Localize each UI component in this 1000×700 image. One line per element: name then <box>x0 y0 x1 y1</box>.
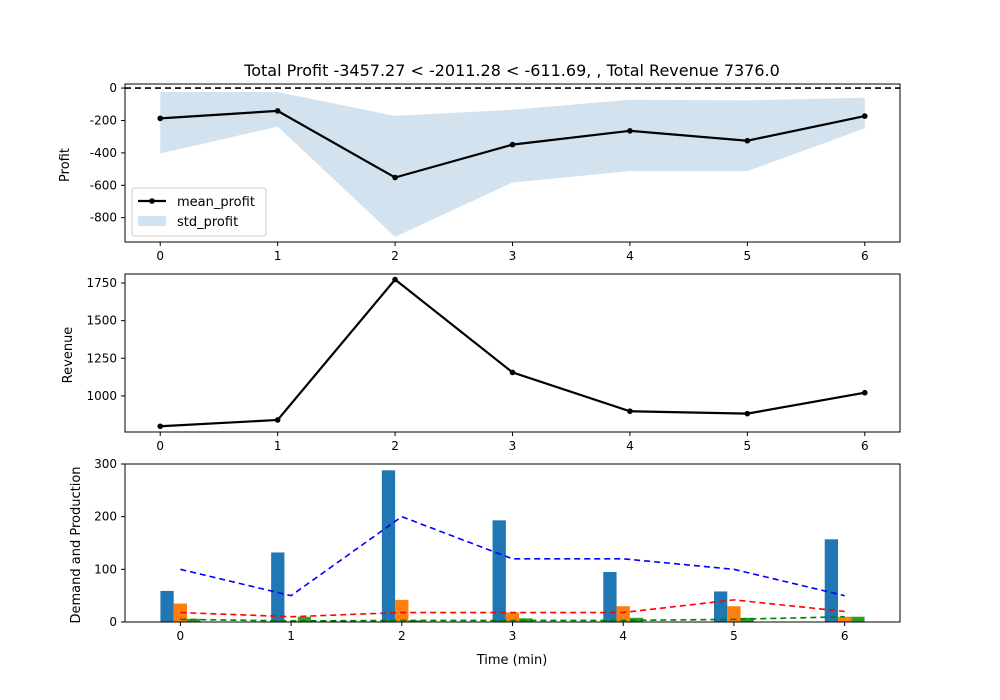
std-profit-band <box>160 92 865 237</box>
profit-x-tick-label: 0 <box>156 249 164 263</box>
figure-title: Total Profit -3457.27 < -2011.28 < -611.… <box>243 61 780 80</box>
profit-y-tick-label: -200 <box>90 113 117 127</box>
demand-dashed-line <box>180 615 845 622</box>
demand-lines <box>180 515 845 622</box>
production-bar <box>824 539 838 622</box>
revenue-point <box>392 276 398 283</box>
revenue-y-tick-label: 1250 <box>86 351 117 365</box>
production-bar <box>187 618 201 622</box>
mean-profit-point <box>509 141 516 148</box>
revenue-x-tick-label: 0 <box>156 439 164 453</box>
revenue-y-axis-label: Revenue <box>61 327 76 384</box>
revenue-x-tick-label: 1 <box>274 439 282 453</box>
production-bar <box>271 552 285 622</box>
demand-x-tick-label: 3 <box>509 629 517 643</box>
demand-x-ticks: 0 1 2 3 4 5 6 <box>177 622 849 643</box>
revenue-x-ticks: 0 1 2 3 4 5 6 <box>156 432 869 453</box>
production-bar <box>838 616 852 622</box>
profit-y-axis-label: Profit <box>58 148 73 182</box>
mean-profit-point <box>274 108 281 114</box>
demand-x-tick-label: 1 <box>287 629 295 643</box>
profit-x-tick-label: 2 <box>391 249 399 263</box>
demand-x-axis-label: Time (min) <box>476 653 548 668</box>
production-bar <box>629 617 644 622</box>
production-bar <box>740 617 754 622</box>
demand-dashed-line <box>180 515 845 597</box>
demand-y-axis-label: Demand and Production <box>69 466 84 623</box>
demand-x-tick-label: 4 <box>619 629 627 643</box>
profit-x-tick-label: 1 <box>274 249 282 263</box>
production-bar <box>297 616 311 622</box>
revenue-y-tick-label: 1750 <box>86 276 117 290</box>
demand-y-tick-label: 300 <box>94 457 117 471</box>
revenue-y-tick-label: 1500 <box>86 314 117 328</box>
profit-y-tick-label: 0 <box>109 81 117 95</box>
demand-x-tick-label: 2 <box>398 629 406 643</box>
mean-profit-point <box>392 174 398 181</box>
legend-mean-profit-marker <box>149 198 155 204</box>
revenue-point <box>157 423 164 430</box>
legend-label-std-profit: std_profit <box>177 215 238 230</box>
revenue-plot-frame <box>124 273 901 433</box>
profit-panel: 0 1 2 3 4 5 6 0 -200 -400 -600 -800 Profit mean_pr… <box>58 81 901 263</box>
demand-y-ticks: 0 100 200 300 <box>94 457 125 629</box>
revenue-point <box>509 369 516 376</box>
demand-y-tick-label: 200 <box>94 510 117 524</box>
demand-production-panel: 0 1 2 3 4 5 6 0 100 200 300 Demand and Production… <box>69 457 901 668</box>
demand-x-tick-label: 0 <box>177 629 185 643</box>
revenue-panel: 0 1 2 3 4 5 6 1000 1250 1500 1750 Revenue <box>61 273 901 453</box>
revenue-y-ticks: 1000 1250 1500 1750 <box>86 276 125 403</box>
mean-profit-point <box>744 137 751 144</box>
profit-x-tick-label: 5 <box>744 249 752 263</box>
revenue-point <box>274 417 281 423</box>
revenue-point <box>627 408 633 415</box>
production-bar <box>381 470 396 622</box>
mean-profit-point <box>157 115 164 122</box>
mean-profit-point <box>861 113 868 119</box>
profit-y-tick-label: -400 <box>90 146 117 160</box>
revenue-x-tick-label: 5 <box>744 439 752 453</box>
profit-y-tick-label: -800 <box>90 211 117 225</box>
production-bar <box>851 616 865 622</box>
mean-profit-point <box>627 128 633 134</box>
demand-plot-frame <box>124 463 901 623</box>
demand-x-tick-label: 6 <box>841 629 849 643</box>
revenue-series <box>157 276 868 430</box>
production-bar <box>603 571 617 622</box>
revenue-point <box>744 410 751 417</box>
profit-x-tick-label: 6 <box>861 249 869 263</box>
std-profit-area <box>160 92 865 237</box>
production-bars <box>160 470 865 622</box>
production-bar <box>616 606 630 622</box>
profit-x-tick-label: 3 <box>509 249 517 263</box>
profit-legend: mean_profit std_profit <box>131 187 267 237</box>
profit-x-ticks: 0 1 2 3 4 5 6 <box>156 242 869 263</box>
revenue-x-tick-label: 2 <box>391 439 399 453</box>
demand-dashed-line <box>180 599 845 618</box>
revenue-x-tick-label: 3 <box>509 439 517 453</box>
revenue-line <box>160 278 865 428</box>
production-bar <box>727 606 741 622</box>
production-bar <box>714 591 728 622</box>
production-bar <box>505 612 520 622</box>
revenue-point <box>861 389 868 396</box>
demand-y-tick-label: 0 <box>109 615 117 629</box>
profit-y-tick-label: -600 <box>90 178 117 192</box>
production-bar <box>160 590 174 622</box>
demand-x-tick-label: 5 <box>730 629 738 643</box>
demand-y-tick-label: 100 <box>94 562 117 576</box>
revenue-y-tick-label: 1000 <box>86 389 117 403</box>
profit-y-ticks: 0 -200 -400 -600 -800 <box>90 81 125 225</box>
revenue-x-tick-label: 4 <box>626 439 634 453</box>
revenue-x-tick-label: 6 <box>861 439 869 453</box>
mean-profit-series <box>157 108 868 181</box>
production-bar <box>492 520 506 622</box>
legend-std-profit-swatch <box>138 216 166 226</box>
production-bar <box>395 599 409 622</box>
legend-label-mean-profit: mean_profit <box>177 195 255 210</box>
profit-x-tick-label: 4 <box>626 249 634 263</box>
